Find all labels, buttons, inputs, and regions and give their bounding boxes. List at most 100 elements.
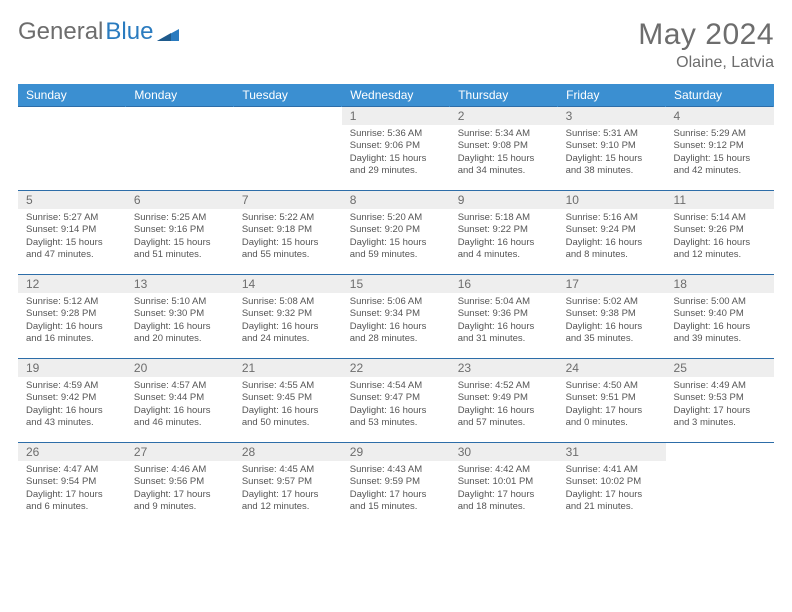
day-number: 10 [558, 191, 666, 209]
day-number: 15 [342, 275, 450, 293]
day-number: 26 [18, 443, 126, 461]
calendar-day-cell: 8Sunrise: 5:20 AMSunset: 9:20 PMDaylight… [342, 191, 450, 275]
calendar-day-cell: 23Sunrise: 4:52 AMSunset: 9:49 PMDayligh… [450, 359, 558, 443]
day-body: Sunrise: 4:59 AMSunset: 9:42 PMDaylight:… [18, 377, 126, 433]
day-body: Sunrise: 5:12 AMSunset: 9:28 PMDaylight:… [18, 293, 126, 349]
calendar-header-cell: Tuesday [234, 84, 342, 107]
calendar-day-cell: 28Sunrise: 4:45 AMSunset: 9:57 PMDayligh… [234, 443, 342, 527]
day-body: Sunrise: 5:10 AMSunset: 9:30 PMDaylight:… [126, 293, 234, 349]
day-number: 17 [558, 275, 666, 293]
day-body: Sunrise: 4:43 AMSunset: 9:59 PMDaylight:… [342, 461, 450, 517]
calendar-header-cell: Monday [126, 84, 234, 107]
day-body: Sunrise: 4:47 AMSunset: 9:54 PMDaylight:… [18, 461, 126, 517]
day-number: 1 [342, 107, 450, 125]
day-body: Sunrise: 5:00 AMSunset: 9:40 PMDaylight:… [666, 293, 774, 349]
day-body: Sunrise: 5:18 AMSunset: 9:22 PMDaylight:… [450, 209, 558, 265]
day-body: Sunrise: 4:52 AMSunset: 9:49 PMDaylight:… [450, 377, 558, 433]
calendar-day-cell: 7Sunrise: 5:22 AMSunset: 9:18 PMDaylight… [234, 191, 342, 275]
day-body: Sunrise: 5:08 AMSunset: 9:32 PMDaylight:… [234, 293, 342, 349]
calendar-day-cell: 21Sunrise: 4:55 AMSunset: 9:45 PMDayligh… [234, 359, 342, 443]
day-body: Sunrise: 4:45 AMSunset: 9:57 PMDaylight:… [234, 461, 342, 517]
day-number: 13 [126, 275, 234, 293]
day-number: 5 [18, 191, 126, 209]
calendar-day-cell: 17Sunrise: 5:02 AMSunset: 9:38 PMDayligh… [558, 275, 666, 359]
calendar-day-cell: 4Sunrise: 5:29 AMSunset: 9:12 PMDaylight… [666, 107, 774, 191]
day-number: 31 [558, 443, 666, 461]
calendar-week-row: 5Sunrise: 5:27 AMSunset: 9:14 PMDaylight… [18, 191, 774, 275]
logo-icon [157, 23, 179, 41]
day-number: 14 [234, 275, 342, 293]
day-number: 28 [234, 443, 342, 461]
calendar-week-row: 12Sunrise: 5:12 AMSunset: 9:28 PMDayligh… [18, 275, 774, 359]
day-body: Sunrise: 4:55 AMSunset: 9:45 PMDaylight:… [234, 377, 342, 433]
day-number: 7 [234, 191, 342, 209]
day-number: 23 [450, 359, 558, 377]
day-number: 2 [450, 107, 558, 125]
day-body: Sunrise: 5:27 AMSunset: 9:14 PMDaylight:… [18, 209, 126, 265]
calendar-table: SundayMondayTuesdayWednesdayThursdayFrid… [18, 84, 774, 527]
calendar-header-cell: Saturday [666, 84, 774, 107]
calendar-day-cell: 3Sunrise: 5:31 AMSunset: 9:10 PMDaylight… [558, 107, 666, 191]
calendar-week-row: 19Sunrise: 4:59 AMSunset: 9:42 PMDayligh… [18, 359, 774, 443]
calendar-week-row: 26Sunrise: 4:47 AMSunset: 9:54 PMDayligh… [18, 443, 774, 527]
day-body: Sunrise: 4:42 AMSunset: 10:01 PMDaylight… [450, 461, 558, 517]
day-body: Sunrise: 4:57 AMSunset: 9:44 PMDaylight:… [126, 377, 234, 433]
calendar-day-cell: 15Sunrise: 5:06 AMSunset: 9:34 PMDayligh… [342, 275, 450, 359]
calendar-day-cell: 24Sunrise: 4:50 AMSunset: 9:51 PMDayligh… [558, 359, 666, 443]
calendar-body: 1Sunrise: 5:36 AMSunset: 9:06 PMDaylight… [18, 107, 774, 527]
calendar-day-cell: 12Sunrise: 5:12 AMSunset: 9:28 PMDayligh… [18, 275, 126, 359]
day-number: 21 [234, 359, 342, 377]
day-body: Sunrise: 4:46 AMSunset: 9:56 PMDaylight:… [126, 461, 234, 517]
calendar-day-cell: 26Sunrise: 4:47 AMSunset: 9:54 PMDayligh… [18, 443, 126, 527]
calendar-day-cell: 14Sunrise: 5:08 AMSunset: 9:32 PMDayligh… [234, 275, 342, 359]
day-number: 25 [666, 359, 774, 377]
calendar-day-cell: 11Sunrise: 5:14 AMSunset: 9:26 PMDayligh… [666, 191, 774, 275]
calendar-day-cell: 22Sunrise: 4:54 AMSunset: 9:47 PMDayligh… [342, 359, 450, 443]
calendar-header-row: SundayMondayTuesdayWednesdayThursdayFrid… [18, 84, 774, 107]
calendar-day-cell [18, 107, 126, 191]
calendar-day-cell: 10Sunrise: 5:16 AMSunset: 9:24 PMDayligh… [558, 191, 666, 275]
calendar-day-cell: 30Sunrise: 4:42 AMSunset: 10:01 PMDaylig… [450, 443, 558, 527]
day-body: Sunrise: 5:14 AMSunset: 9:26 PMDaylight:… [666, 209, 774, 265]
calendar-day-cell: 1Sunrise: 5:36 AMSunset: 9:06 PMDaylight… [342, 107, 450, 191]
day-number: 27 [126, 443, 234, 461]
calendar-header-cell: Sunday [18, 84, 126, 107]
day-number: 3 [558, 107, 666, 125]
title-block: May 2024 Olaine, Latvia [638, 18, 774, 72]
calendar-day-cell: 2Sunrise: 5:34 AMSunset: 9:08 PMDaylight… [450, 107, 558, 191]
day-body: Sunrise: 4:54 AMSunset: 9:47 PMDaylight:… [342, 377, 450, 433]
day-number: 8 [342, 191, 450, 209]
logo: GeneralBlue [18, 18, 179, 46]
calendar-day-cell: 27Sunrise: 4:46 AMSunset: 9:56 PMDayligh… [126, 443, 234, 527]
day-body: Sunrise: 4:41 AMSunset: 10:02 PMDaylight… [558, 461, 666, 517]
title-location: Olaine, Latvia [638, 54, 774, 72]
calendar-header-cell: Friday [558, 84, 666, 107]
day-number: 16 [450, 275, 558, 293]
day-number: 11 [666, 191, 774, 209]
calendar-header-cell: Thursday [450, 84, 558, 107]
day-body: Sunrise: 4:50 AMSunset: 9:51 PMDaylight:… [558, 377, 666, 433]
day-number: 12 [18, 275, 126, 293]
day-body: Sunrise: 4:49 AMSunset: 9:53 PMDaylight:… [666, 377, 774, 433]
calendar-day-cell [234, 107, 342, 191]
title-month: May 2024 [638, 18, 774, 52]
day-body: Sunrise: 5:29 AMSunset: 9:12 PMDaylight:… [666, 125, 774, 181]
calendar-day-cell: 5Sunrise: 5:27 AMSunset: 9:14 PMDaylight… [18, 191, 126, 275]
day-body: Sunrise: 5:25 AMSunset: 9:16 PMDaylight:… [126, 209, 234, 265]
day-number: 19 [18, 359, 126, 377]
day-body: Sunrise: 5:04 AMSunset: 9:36 PMDaylight:… [450, 293, 558, 349]
calendar-day-cell: 9Sunrise: 5:18 AMSunset: 9:22 PMDaylight… [450, 191, 558, 275]
day-body: Sunrise: 5:20 AMSunset: 9:20 PMDaylight:… [342, 209, 450, 265]
calendar-day-cell [126, 107, 234, 191]
day-number: 9 [450, 191, 558, 209]
day-body: Sunrise: 5:34 AMSunset: 9:08 PMDaylight:… [450, 125, 558, 181]
day-number: 4 [666, 107, 774, 125]
day-body: Sunrise: 5:02 AMSunset: 9:38 PMDaylight:… [558, 293, 666, 349]
logo-text-2: Blue [105, 18, 153, 46]
day-body: Sunrise: 5:31 AMSunset: 9:10 PMDaylight:… [558, 125, 666, 181]
header-bar: GeneralBlue May 2024 Olaine, Latvia [18, 18, 774, 72]
day-number: 18 [666, 275, 774, 293]
day-number: 30 [450, 443, 558, 461]
calendar-day-cell: 25Sunrise: 4:49 AMSunset: 9:53 PMDayligh… [666, 359, 774, 443]
day-body: Sunrise: 5:06 AMSunset: 9:34 PMDaylight:… [342, 293, 450, 349]
